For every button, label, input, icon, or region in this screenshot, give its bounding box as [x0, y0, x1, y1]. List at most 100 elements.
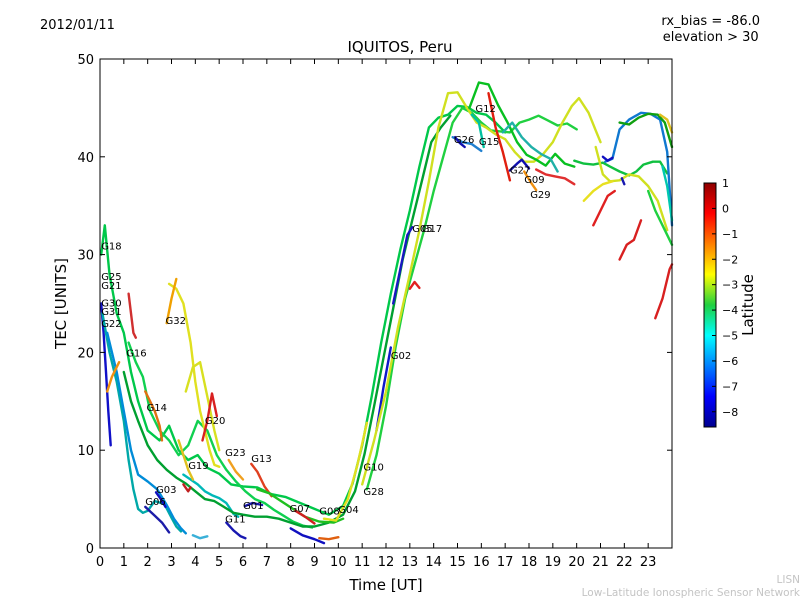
tec-series-48 — [592, 189, 616, 227]
lisn-label: LISN — [776, 574, 800, 586]
x-tick-label: 3 — [167, 555, 175, 570]
tec-series-47 — [582, 180, 614, 202]
satellite-label: G06 — [145, 497, 165, 508]
x-tick-label: 6 — [239, 555, 247, 570]
x-tick-label: 17 — [497, 555, 514, 570]
satellite-label: G28 — [363, 487, 383, 498]
tec-series-45 — [618, 112, 674, 149]
satellite-label: G07 — [290, 504, 310, 515]
tec-series-14 — [165, 277, 178, 325]
tec-series-34 — [468, 81, 576, 168]
tec-series-40 — [535, 168, 576, 186]
tec-series-17 — [144, 390, 164, 442]
colorbar — [703, 182, 717, 428]
colorbar-tick-label: −3 — [722, 279, 738, 292]
x-tick-label: 19 — [545, 555, 562, 570]
y-tick-label: 50 — [77, 53, 94, 68]
x-tick-label: 10 — [330, 555, 347, 570]
x-axis-label: Time [UT] — [348, 576, 422, 594]
satellite-label: G15 — [479, 137, 499, 148]
plot-area — [100, 81, 674, 545]
x-tick-label: 9 — [310, 555, 318, 570]
satellite-label: G02 — [391, 351, 411, 362]
colorbar-tick-label: −8 — [722, 406, 738, 419]
colorbar-ticks: 1 0 −1 −2 −3 −4 −5 −6 −7 −8 — [712, 177, 738, 419]
bias-info: rx_bias = -86.0 elevation > 30 — [661, 14, 760, 46]
x-tick-label: 4 — [191, 555, 199, 570]
tec-series-4 — [154, 491, 167, 509]
y-tick-label: 40 — [77, 151, 94, 166]
satellite-label: G19 — [188, 461, 208, 472]
tec-series-36 — [453, 136, 466, 149]
tec-series-19 — [182, 483, 192, 493]
x-tick-label: 2 — [144, 555, 152, 570]
elevation-label: elevation > 30 — [662, 30, 759, 45]
y-axis-label: TEC [UNITS] — [52, 258, 70, 350]
footer-credit: LISN Low-Latitude Ionospheric Sensor Net… — [582, 574, 800, 600]
tec-series-18 — [177, 439, 195, 481]
satellite-label: G01 — [243, 501, 263, 512]
tec-series-38 — [501, 121, 559, 173]
satellite-label: G05 — [412, 224, 432, 235]
tec-series-37 — [487, 92, 512, 182]
tec-series-21 — [127, 292, 137, 339]
satellite-label: G18 — [101, 242, 121, 253]
x-tick-label: 22 — [616, 555, 633, 570]
tec-series-51 — [618, 219, 643, 261]
tec-series-26 — [322, 421, 369, 522]
network-label: Low-Latitude Ionospheric Sensor Network — [581, 587, 800, 599]
satellite-label: G11 — [225, 515, 245, 526]
chart-title: IQUITOS, Peru — [347, 38, 453, 56]
date-label: 2012/01/11 — [40, 18, 115, 33]
tec-series-20 — [106, 361, 121, 393]
colorbar-tick-label: −1 — [722, 228, 738, 241]
x-tick-label: 15 — [449, 555, 466, 570]
tec-series-43 — [594, 145, 669, 232]
satellite-label: G29 — [530, 190, 550, 201]
tec-series-31 — [392, 226, 414, 305]
satellite-label: G26 — [454, 135, 474, 146]
tec-series-53 — [661, 165, 674, 222]
satellite-label: G30 — [101, 298, 121, 309]
tec-series-1 — [101, 312, 183, 533]
satellite-label: G12 — [475, 104, 495, 115]
tec-series-8 — [244, 501, 264, 508]
x-tick-label: 18 — [521, 555, 538, 570]
colorbar-tick-label: −7 — [722, 380, 738, 393]
tec-series-49 — [601, 155, 614, 162]
y-tick-label: 30 — [77, 249, 94, 264]
colorbar-tick-label: −6 — [722, 355, 738, 368]
tec-series-52 — [654, 263, 674, 320]
tec-series-30 — [361, 91, 602, 486]
tec-series-11 — [127, 341, 314, 529]
tec-series-39 — [523, 170, 538, 192]
tec-series-0 — [100, 302, 112, 447]
x-tick-label: 13 — [402, 555, 419, 570]
axes: 0 1 2 3 4 5 6 7 8 9 10 11 12 13 14 15 16 17 18 19 20 21 22 2301… — [77, 53, 672, 570]
satellite-label: G04 — [338, 505, 358, 516]
rx-bias-label: rx_bias = -86.0 — [661, 14, 760, 29]
satellite-label: G23 — [225, 448, 245, 459]
satellite-label: G32 — [166, 316, 186, 327]
x-tick-label: 21 — [592, 555, 609, 570]
x-tick-label: 7 — [263, 555, 271, 570]
tec-series-23 — [250, 462, 273, 498]
tec-series-15 — [184, 361, 221, 452]
satellite-label: G31 — [101, 307, 121, 318]
satellite-label: G08 — [319, 507, 339, 518]
x-tick-label: 5 — [215, 555, 223, 570]
tec-series-6 — [191, 534, 209, 540]
satellite-label: G22 — [101, 319, 121, 330]
tec-series-25 — [294, 509, 316, 525]
y-tick-label: 0 — [86, 542, 94, 557]
colorbar-tick-label: 0 — [722, 202, 729, 215]
colorbar-tick-label: −4 — [722, 304, 738, 317]
satellite-label: G16 — [126, 348, 146, 359]
tec-series-3 — [144, 505, 171, 534]
satellite-label: G09 — [524, 175, 544, 186]
x-tick-label: 14 — [425, 555, 442, 570]
satellite-label: G21 — [101, 281, 121, 292]
tec-series-13 — [167, 282, 221, 468]
